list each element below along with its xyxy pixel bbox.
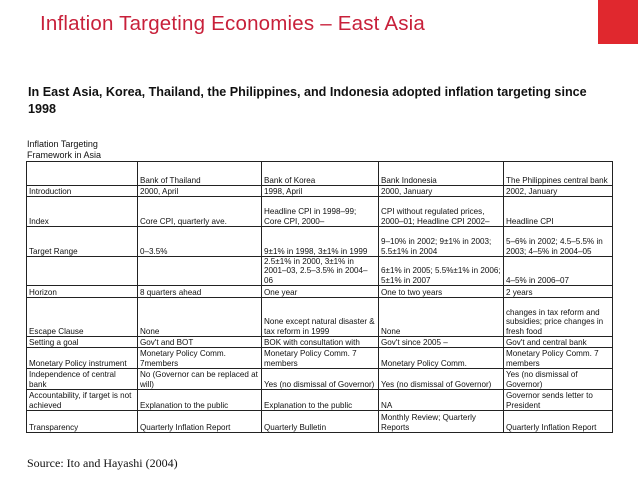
table-row: Escape Clause None None except natural d… (26, 297, 613, 338)
table-cell: Governor sends letter to President (503, 389, 613, 412)
table-cell: 2002, January (503, 185, 613, 197)
header-cell (26, 161, 138, 186)
table-cell: Independence of central bank (26, 368, 138, 391)
table-cell: None except natural disaster & tax refor… (261, 297, 379, 338)
table-cell: Explanation to the public (137, 389, 262, 412)
table-cell: None (137, 297, 262, 338)
table-cell: Index (26, 196, 138, 227)
table-row: Horizon 8 quarters ahead One year One to… (26, 285, 613, 299)
table-cell: Gov't and central bank (503, 336, 613, 349)
table-row: Accountability, if target is not achieve… (26, 389, 613, 412)
table-cell: CPI without regulated prices, 2000–01; H… (378, 196, 504, 227)
table-cell: 9±1% in 1998, 3±1% in 1999 (261, 226, 379, 257)
table-cell: Transparency (26, 410, 138, 434)
table-cell: 8 quarters ahead (137, 285, 262, 299)
framework-label-line-2: Framework in Asia (27, 149, 102, 160)
header-cell: The Philippines central bank (503, 161, 613, 186)
table-cell: Quarterly Bulletin (261, 410, 379, 434)
table-cell: Setting a goal (26, 336, 138, 349)
source-citation: Source: Ito and Hayashi (2004) (27, 456, 178, 470)
framework-label: Inflation Targeting Framework in Asia (27, 139, 101, 160)
table-cell: BOK with consultation with (261, 336, 379, 349)
table-cell: 2 years (503, 285, 613, 299)
table-row: Transparency Quarterly Inflation Report … (26, 410, 613, 434)
table-cell: Explanation to the public (261, 389, 379, 412)
table-cell: No (Governor can be replaced at will) (137, 368, 262, 391)
table-row: Setting a goal Gov't and BOT BOK with co… (26, 336, 613, 349)
table-cell: 0–3.5% (137, 226, 262, 257)
table-cell: Gov't since 2005 – (378, 336, 504, 349)
table-cell: 2.5±1% in 2000, 3±1% in 2001–03, 2.5–3.5… (261, 255, 379, 287)
table-row: Index Core CPI, quarterly ave. Headline … (26, 196, 613, 227)
table-cell: 9–10% in 2002; 9±1% in 2003; 5.5±1% in 2… (378, 226, 504, 257)
table-cell: Monthly Review; Quarterly Reports (378, 410, 504, 434)
table-cell (137, 255, 262, 287)
table-row: Independence of central bank No (Governo… (26, 368, 613, 391)
table-cell: 1998, April (261, 185, 379, 197)
table-header-row: Bank of Thailand Bank of Korea Bank Indo… (26, 161, 613, 186)
header-cell: Bank of Thailand (137, 161, 262, 186)
table-row: Introduction 2000, April 1998, April 200… (26, 185, 613, 197)
table-cell: Core CPI, quarterly ave. (137, 196, 262, 227)
table-cell: Accountability, if target is not achieve… (26, 389, 138, 412)
table-cell: Escape Clause (26, 297, 138, 338)
table-cell: 4–5% in 2006–07 (503, 255, 613, 287)
header-cell: Bank Indonesia (378, 161, 504, 186)
table-cell: 6±1% in 2005; 5.5%±1% in 2006; 5±1% in 2… (378, 255, 504, 287)
table-cell: None (378, 297, 504, 338)
table-cell: Yes (no dismissal of Governor) (378, 368, 504, 391)
framework-label-line-1: Inflation Targeting (27, 139, 98, 149)
intro-text: In East Asia, Korea, Thailand, the Phili… (28, 85, 587, 116)
table-cell: 5–6% in 2002; 4.5–5.5% in 2003; 4–5% in … (503, 226, 613, 257)
header-cell: Bank of Korea (261, 161, 379, 186)
table-cell: Yes (no dismissal of Governor) (261, 368, 379, 391)
table-cell (26, 255, 138, 287)
table-cell: Horizon (26, 285, 138, 299)
table-cell: Monetary Policy Comm. 7 members (261, 347, 379, 370)
table-row: Monetary Policy instrument Monetary Poli… (26, 347, 613, 370)
inflation-targeting-table: Bank of Thailand Bank of Korea Bank Indo… (26, 161, 613, 434)
table-cell: NA (378, 389, 504, 412)
table-cell: 2000, April (137, 185, 262, 197)
table-cell: Introduction (26, 185, 138, 197)
table-cell: Monetary Policy Comm. 7members (137, 347, 262, 370)
accent-bar (598, 0, 638, 44)
table-cell: Monetary Policy instrument (26, 347, 138, 370)
table-cell: Target Range (26, 226, 138, 257)
table-cell: Headline CPI in 1998–99; Core CPI, 2000– (261, 196, 379, 227)
table-cell: Headline CPI (503, 196, 613, 227)
table-row: 2.5±1% in 2000, 3±1% in 2001–03, 2.5–3.5… (26, 255, 613, 287)
table-cell: 2000, January (378, 185, 504, 197)
table-cell: Quarterly Inflation Report (137, 410, 262, 434)
table-cell: One year (261, 285, 379, 299)
table-cell: changes in tax reform and subsidies; pri… (503, 297, 613, 338)
table-cell: Yes (no dismissal of Governor) (503, 368, 613, 391)
table-row: Target Range 0–3.5% 9±1% in 1998, 3±1% i… (26, 226, 613, 257)
table-cell: Gov't and BOT (137, 336, 262, 349)
table-cell: Monetary Policy Comm. (378, 347, 504, 370)
slide-title: Inflation Targeting Economies – East Asi… (40, 12, 426, 35)
table-cell: Quarterly Inflation Report (503, 410, 613, 434)
table-cell: One to two years (378, 285, 504, 299)
table-cell: Monetary Policy Comm. 7 members (503, 347, 613, 370)
